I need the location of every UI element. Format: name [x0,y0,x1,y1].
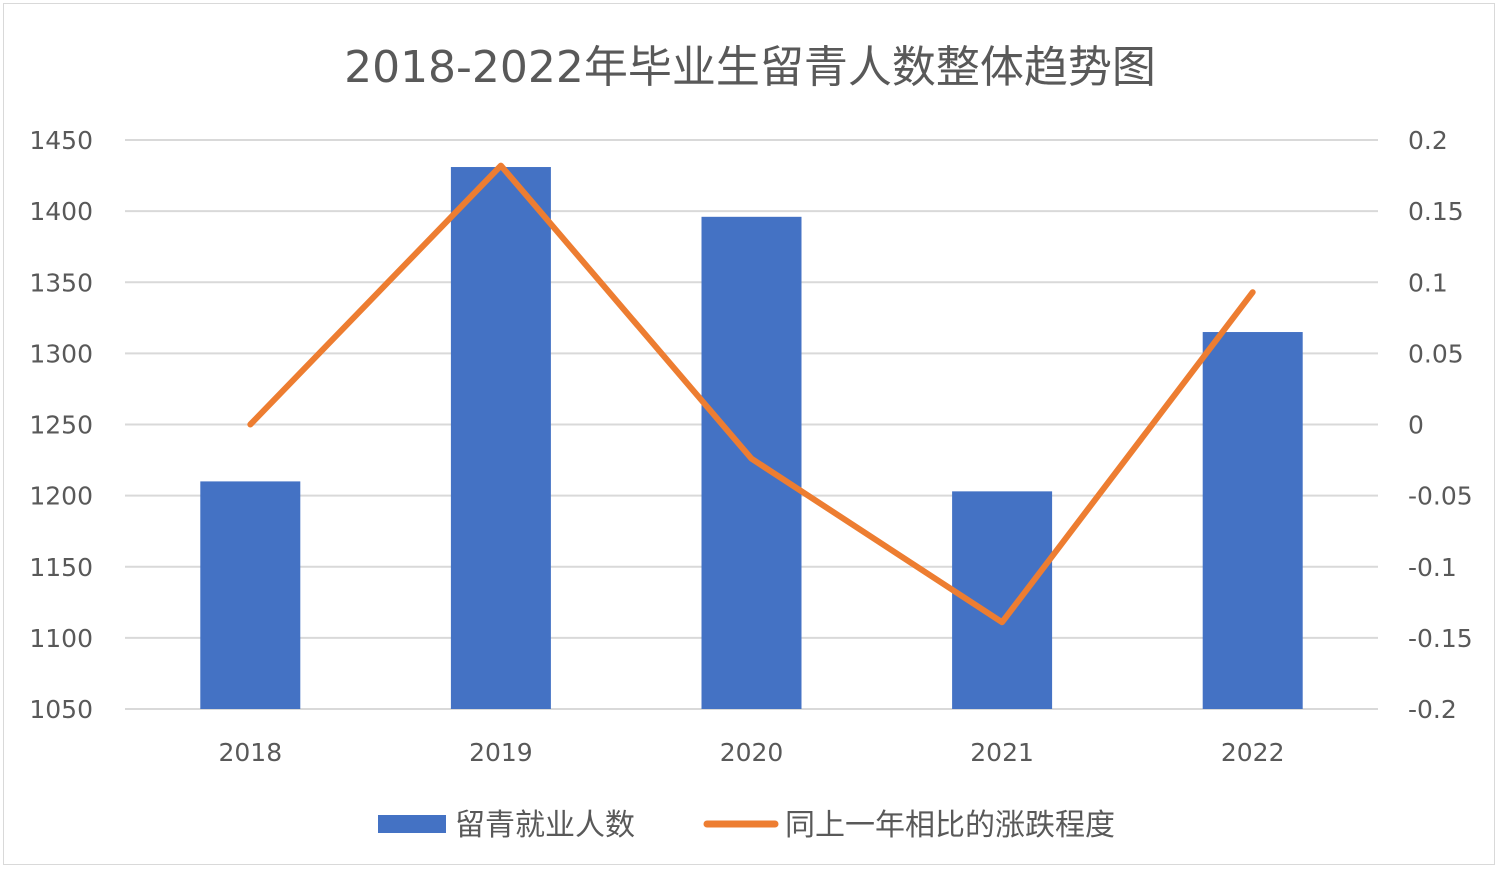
x-tick-label: 2018 [218,738,282,767]
left-tick-label: 1250 [29,411,93,440]
legend-line-label: 同上一年相比的涨跌程度 [785,808,1115,843]
line-series [247,162,1256,626]
right-tick-label: -0.05 [1408,482,1473,511]
chart-title: 2018-2022年毕业生留青人数整体趋势图 [344,42,1156,93]
right-tick-label: 0.1 [1408,268,1448,297]
bar [450,167,551,710]
legend: 留青就业人数 同上一年相比的涨跌程度 [378,808,1115,843]
right-tick-label: 0.2 [1408,126,1448,155]
left-tick-label: 1350 [29,268,93,297]
left-tick-label: 1400 [29,197,93,226]
right-tick-label: 0.15 [1408,197,1464,226]
bar [200,481,301,709]
bar-series [200,167,1303,710]
right-tick-label: -0.15 [1408,624,1473,653]
legend-bar-swatch [378,815,446,833]
right-tick-label: 0.05 [1408,339,1464,368]
left-tick-label: 1100 [29,624,93,653]
left-axis-ticks: 1050 1100 1150 1200 1250 1300 1350 1400 1450 [29,126,93,724]
right-tick-label: -0.2 [1408,695,1457,724]
right-axis-ticks: -0.2 -0.15 -0.1 -0.05 0 0.05 0.1 0.15 0.2 [1408,126,1473,724]
x-tick-label: 2020 [720,738,784,767]
left-tick-label: 1050 [29,695,93,724]
legend-bar-label: 留青就业人数 [455,808,635,843]
left-tick-label: 1150 [29,553,93,582]
left-tick-label: 1200 [29,482,93,511]
left-tick-label: 1300 [29,339,93,368]
x-axis-ticks: 2018 2019 2020 2021 2022 [218,738,1284,767]
left-tick-label: 1450 [29,126,93,155]
bar [701,216,802,709]
x-tick-label: 2021 [970,738,1034,767]
bar [1202,332,1303,709]
x-tick-label: 2022 [1221,738,1285,767]
x-tick-label: 2019 [469,738,533,767]
right-tick-label: 0 [1408,411,1424,440]
right-tick-label: -0.1 [1408,553,1457,582]
